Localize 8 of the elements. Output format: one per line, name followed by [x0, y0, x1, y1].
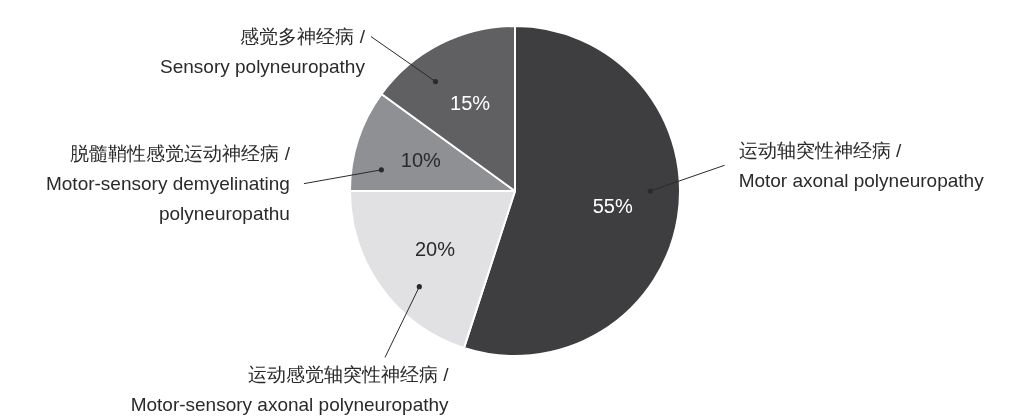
slice-label: 感觉多神经病 / Sensory polyneuropathy — [160, 26, 366, 78]
data-label: 10% — [400, 149, 442, 172]
data-label: 20% — [414, 238, 456, 261]
data-label: 15% — [450, 91, 491, 114]
slice-label: 运动感觉轴突性神经病 / Motor-sensory axonal polyneuropathy — [130, 364, 450, 416]
slice-label: 脱髓鞘性感觉运动神经病 / Motor-sensory demyelinating polyneuropathu — [45, 143, 291, 225]
data-label: 55% — [592, 195, 634, 218]
slice-label: 运动轴突性神经病 / Motor axonal polyneuropathy — [738, 139, 985, 191]
